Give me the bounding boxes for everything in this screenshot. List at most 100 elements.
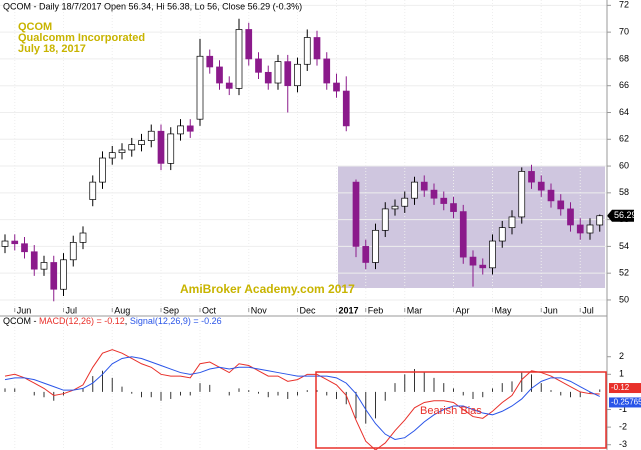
- candle-body: [186, 125, 194, 132]
- x-tick-label: Jul: [582, 305, 594, 315]
- macd-title-part: ,: [125, 316, 130, 326]
- y-tick-label: -2: [619, 421, 627, 431]
- candle-body: [196, 55, 204, 120]
- last-value-box: [609, 383, 641, 394]
- macd-line: [4, 349, 600, 450]
- candle-body: [498, 227, 506, 242]
- candle-body: [342, 90, 350, 127]
- candle-body: [167, 133, 175, 164]
- candle-body: [381, 208, 389, 231]
- x-tick-label: Jun: [543, 305, 558, 315]
- x-tick-label: Apr: [456, 305, 470, 315]
- candle-body: [1, 240, 9, 247]
- x-tick-label: Aug: [114, 305, 130, 315]
- candle-body: [128, 144, 136, 151]
- highlight-region: [338, 166, 605, 288]
- candle-body: [352, 181, 360, 247]
- x-tick-label: Nov: [251, 305, 268, 315]
- x-tick-label: Mar: [407, 305, 423, 315]
- macd-title-part: Signal(12,26,9) = -0.26: [130, 316, 222, 326]
- y-tick-label: 58: [619, 187, 629, 197]
- candle-body: [284, 61, 292, 87]
- y-tick-label: 54: [619, 241, 629, 251]
- y-tick-label: 2: [619, 351, 624, 361]
- annotation: Bearish Bias: [420, 405, 482, 417]
- x-tick-label: Jul: [66, 305, 78, 315]
- x-tick-label: Feb: [368, 305, 384, 315]
- y-tick-label: 64: [619, 107, 629, 117]
- candle-body: [459, 211, 467, 258]
- candle-body: [225, 82, 233, 89]
- candle-body: [391, 205, 399, 210]
- candle-body: [157, 130, 165, 164]
- candle-body: [147, 130, 155, 141]
- candle-body: [177, 125, 184, 135]
- candle-body: [596, 215, 604, 226]
- candle-body: [79, 232, 87, 243]
- candle-body: [333, 82, 340, 92]
- last-price-flag: [607, 209, 634, 222]
- macd-title-part: MACD(12,26) = -0.12: [39, 316, 125, 326]
- y-tick-label: -3: [619, 439, 627, 449]
- candle-body: [323, 58, 331, 84]
- candle-body: [469, 256, 477, 266]
- x-tick-label: Sep: [163, 305, 179, 315]
- candle-body: [108, 152, 116, 159]
- candle-body: [547, 189, 555, 202]
- candle-body: [255, 58, 262, 73]
- annotation-box: [315, 371, 607, 449]
- x-tick-label: Dec: [300, 305, 317, 315]
- title: QCOM: [18, 21, 52, 33]
- y-tick-label: 72: [619, 0, 629, 10]
- y-tick-label: 68: [619, 53, 629, 63]
- candle-body: [440, 197, 448, 204]
- y-tick-label: 62: [619, 134, 629, 144]
- y-tick-label: 52: [619, 268, 629, 278]
- candle-body: [528, 171, 535, 183]
- candle-body: [40, 262, 48, 270]
- macd-title: QCOM - MACD(12,26) = -0.12, Signal(12,26…: [3, 316, 222, 326]
- candle-body: [245, 29, 253, 60]
- candle-body: [89, 181, 97, 200]
- candle-body: [30, 251, 38, 270]
- y-tick-label: -1: [619, 404, 627, 414]
- candle-body: [401, 197, 409, 207]
- candle-body: [508, 216, 516, 229]
- y-tick-label: 50: [619, 294, 629, 304]
- y-tick-label: 1: [619, 369, 624, 379]
- candle-body: [489, 240, 496, 269]
- candle-body: [50, 262, 58, 290]
- y-tick-label: 60: [619, 160, 629, 170]
- macd-title-part: QCOM -: [3, 316, 39, 326]
- macd-line: [4, 356, 600, 440]
- x-tick-label: 2017: [339, 305, 359, 315]
- candle-body: [11, 240, 19, 245]
- candle-body: [313, 37, 321, 60]
- last-value-label: -0.25765: [611, 398, 641, 407]
- candle-body: [430, 189, 438, 199]
- title: Qualcomm Incorporated: [18, 32, 145, 44]
- candle-body: [303, 37, 311, 65]
- candle-body: [99, 157, 106, 183]
- candle-body: [216, 66, 223, 84]
- candle-body: [567, 208, 574, 226]
- candle-body: [576, 224, 584, 234]
- candle-body: [450, 203, 457, 212]
- y-tick-label: 70: [619, 27, 629, 37]
- x-tick-label: Oct: [202, 305, 217, 315]
- candle-body: [518, 171, 526, 218]
- candle-body: [264, 71, 272, 84]
- candle-body: [69, 242, 77, 261]
- candle-body: [586, 224, 594, 234]
- candle-body: [274, 61, 282, 84]
- x-tick-label: May: [495, 305, 513, 315]
- candle-body: [372, 229, 379, 263]
- candle-body: [294, 63, 301, 87]
- candle-body: [206, 55, 214, 68]
- candle-body: [138, 140, 145, 145]
- title: July 18, 2017: [18, 43, 86, 55]
- candle-body: [235, 29, 243, 89]
- candle-body: [557, 200, 565, 210]
- x-tick-label: Jun: [17, 305, 32, 315]
- candle-body: [21, 243, 28, 253]
